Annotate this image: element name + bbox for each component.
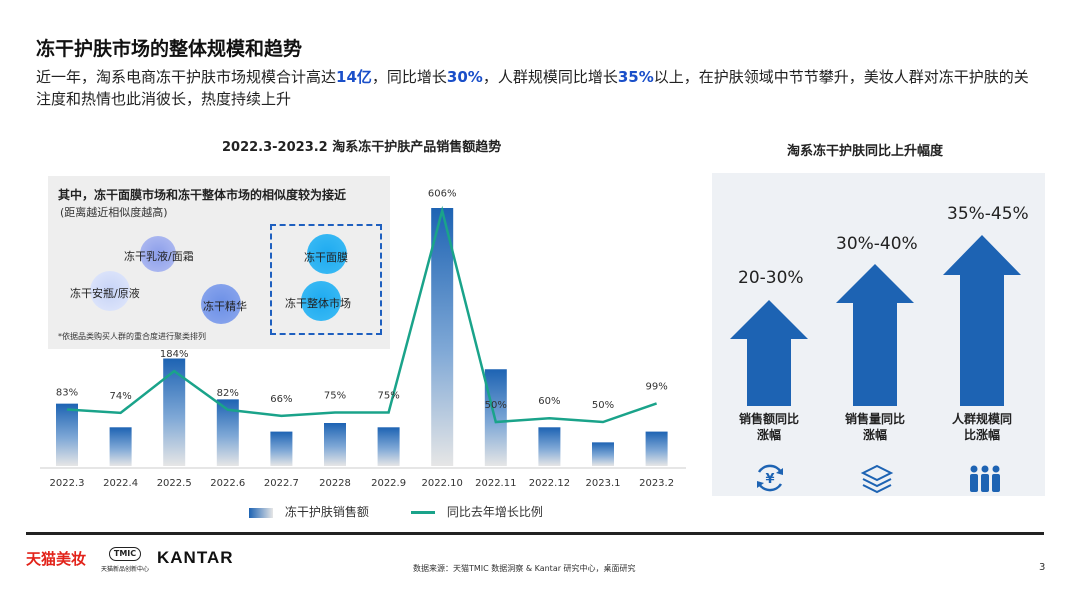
subtitle-highlight-3: 35%: [617, 68, 654, 86]
people-icon: [970, 465, 1000, 492]
sales-bar: [163, 358, 186, 466]
legend-bar: 冻干护肤销售额: [249, 503, 369, 520]
page-title: 冻干护肤市场的整体规模和趋势: [36, 38, 303, 60]
growth-label-people-2: 比涨幅: [963, 428, 1000, 442]
similarity-subheading: (距离越近相似度越高): [60, 206, 168, 219]
growth-data-label: 74%: [109, 391, 131, 402]
x-tick-label: 2023.1: [586, 478, 621, 489]
label-mask: 冻干面膜: [304, 251, 348, 264]
subtitle-text-2: ，同比增长: [371, 68, 447, 86]
sales-bar: [109, 427, 132, 466]
tmic-logo-sub: 天猫新品创新中心: [101, 566, 150, 573]
bubble-mask: [307, 234, 347, 274]
footer-divider: [26, 532, 1044, 535]
growth-label-people: 人群规模同 比涨幅: [944, 411, 1020, 443]
x-tick-label: 2022.10: [422, 478, 463, 489]
x-tick-label: 2022.11: [475, 478, 516, 489]
x-tick-label: 2022.4: [103, 478, 138, 489]
x-tick-label: 2022.7: [264, 478, 299, 489]
x-tick-label: 2022.9: [371, 478, 406, 489]
label-ampoule: 冻干安瓶/原液: [70, 287, 140, 300]
growth-arrow-volume: [836, 264, 914, 406]
subtitle-text-4: 以上，在护肤领域中节节攀升，美妆人群对冻干护肤的关注度和热情也此消彼长，热度持续…: [36, 68, 1029, 108]
growth-data-label: 82%: [217, 388, 239, 399]
growth-data-label: 50%: [592, 400, 614, 411]
label-essence: 冻干精华: [203, 300, 247, 313]
sales-bar: [377, 427, 400, 466]
similarity-note: *依据品类购买人群的重合度进行聚类排列: [58, 332, 206, 341]
subtitle-highlight-1: 14亿: [336, 68, 372, 86]
growth-data-label: 60%: [538, 396, 560, 407]
growth-label-people-1: 人群规模同: [951, 412, 1012, 426]
sales-bar: [431, 208, 454, 466]
subtitle-highlight-2: 30%: [446, 68, 483, 86]
growth-arrow-people: [943, 235, 1021, 406]
sales-bar: [216, 399, 239, 466]
legend-line-swatch: [411, 511, 435, 514]
x-tick-label: 20228: [319, 478, 351, 489]
bubble-ampoule: [90, 271, 130, 311]
label-overall: 冻干整体市场: [285, 297, 351, 310]
growth-data-label: 99%: [645, 381, 667, 392]
growth-data-label: 184%: [160, 349, 189, 360]
yuan-cycle-icon: ¥: [757, 464, 783, 492]
sales-bar: [270, 431, 293, 466]
growth-line: [66, 205, 658, 424]
growth-value-volume: 30%-40%: [836, 234, 918, 254]
x-tick-label: 2022.5: [157, 478, 192, 489]
growth-label-sales: 销售额同比 涨幅: [731, 411, 807, 443]
subtitle-text-1: 近一年，淘系电商冻干护肤市场规模合计高达: [36, 68, 337, 86]
growth-value-sales: 20-30%: [738, 268, 804, 288]
bubble-emulsion: [140, 236, 176, 272]
label-emulsion: 冻干乳液/面霜: [124, 250, 194, 263]
sales-bar: [324, 423, 346, 466]
data-source: 数据来源：天猫TMIC 数据洞察 & Kantar 研究中心，桌面研究: [413, 564, 636, 573]
growth-label-volume: 销售量同比 涨幅: [837, 411, 913, 443]
sales-bar: [645, 431, 668, 466]
legend-bar-label: 冻干护肤销售额: [284, 505, 369, 519]
page-number: 3: [1039, 562, 1046, 573]
growth-data-label: 75%: [324, 391, 346, 402]
sales-bar: [56, 403, 78, 466]
sales-bar: [592, 442, 614, 466]
sales-bar: [538, 427, 561, 466]
bubble-overall: [301, 281, 341, 321]
bubble-essence: [201, 284, 241, 324]
growth-label-sales-1: 销售额同比: [738, 412, 799, 426]
growth-data-label: 66%: [270, 394, 292, 405]
growth-label-volume-2: 涨幅: [862, 428, 887, 442]
legend-line-label: 同比去年增长比例: [446, 505, 543, 519]
growth-value-people: 35%-45%: [947, 204, 1029, 224]
subtitle-text-3: ，人群规模同比增长: [482, 68, 618, 86]
tmall-beauty-logo: 天猫美妆: [26, 550, 87, 568]
tmic-logo-text: TMIC: [108, 547, 142, 561]
growth-arrow-sales: [730, 300, 808, 406]
kantar-logo: KANTAR: [157, 548, 234, 567]
svg-text:¥: ¥: [765, 472, 774, 487]
layers-icon: [860, 464, 894, 494]
growth-title: 淘系冻干护肤同比上升幅度: [787, 144, 944, 159]
legend-bar-swatch: [249, 507, 273, 518]
tmic-logo: TMIC 天猫新品创新中心: [101, 546, 149, 575]
growth-data-label: 75%: [377, 391, 399, 402]
chart-title: 2022.3-2023.2 淘系冻干护肤产品销售额趋势: [222, 140, 502, 155]
x-tick-label: 2022.6: [210, 478, 245, 489]
legend-line: 同比去年增长比例: [411, 503, 543, 520]
growth-label-volume-1: 销售量同比: [844, 412, 905, 426]
growth-data-label: 50%: [485, 400, 507, 411]
page-subtitle: 近一年，淘系电商冻干护肤市场规模合计高达14亿，同比增长30%，人群规模同比增长…: [36, 66, 1036, 110]
similarity-panel: 其中，冻干面膜市场和冻干整体市场的相似度较为接近 (距离越近相似度越高) 冻干乳…: [48, 176, 390, 349]
growth-data-label: 606%: [428, 189, 457, 200]
highlight-dashed-box: [270, 224, 382, 335]
growth-data-label: 83%: [56, 387, 78, 398]
growth-label-sales-2: 涨幅: [756, 428, 781, 442]
x-tick-label: 2022.3: [50, 478, 85, 489]
x-tick-label: 2022.12: [529, 478, 570, 489]
x-tick-label: 2023.2: [639, 478, 674, 489]
similarity-heading: 其中，冻干面膜市场和冻干整体市场的相似度较为接近: [58, 188, 347, 202]
